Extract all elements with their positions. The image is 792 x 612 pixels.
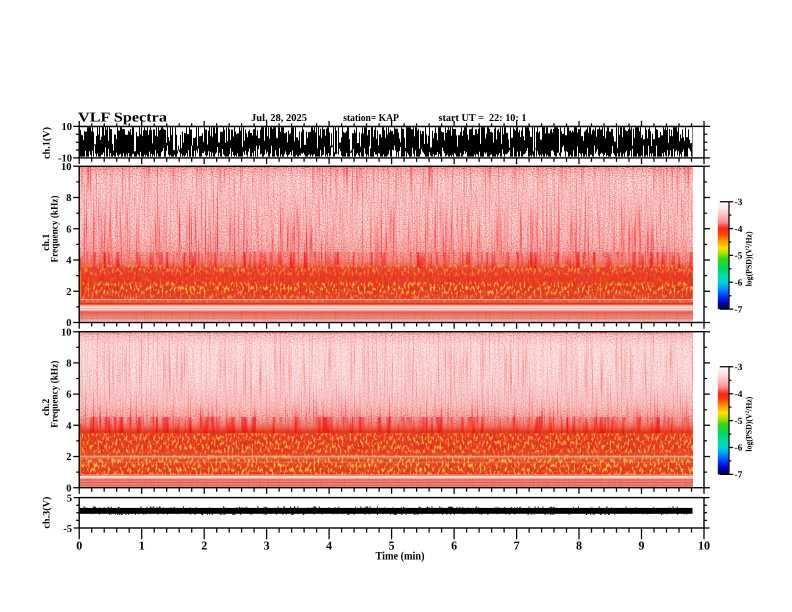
svg-text:-5: -5 bbox=[735, 417, 743, 427]
svg-text:ch.3(V): ch.3(V) bbox=[42, 497, 53, 529]
svg-text:4: 4 bbox=[326, 539, 332, 553]
svg-text:8: 8 bbox=[66, 359, 71, 370]
svg-text:8: 8 bbox=[576, 539, 582, 553]
svg-text:0: 0 bbox=[66, 483, 71, 494]
svg-text:3: 3 bbox=[264, 539, 270, 553]
svg-text:Time (min): Time (min) bbox=[376, 551, 425, 563]
svg-text:Frequency (kHz): Frequency (kHz) bbox=[50, 196, 61, 263]
svg-text:2: 2 bbox=[66, 452, 71, 463]
svg-text:Frequency (kHz): Frequency (kHz) bbox=[50, 361, 61, 428]
svg-text:VLF Spectra: VLF Spectra bbox=[78, 110, 167, 125]
svg-text:8: 8 bbox=[66, 193, 71, 204]
svg-text:-3: -3 bbox=[735, 363, 743, 373]
svg-text:4: 4 bbox=[66, 256, 72, 267]
svg-text:1: 1 bbox=[139, 539, 145, 553]
svg-text:2: 2 bbox=[66, 287, 71, 298]
svg-text:4: 4 bbox=[66, 421, 72, 432]
svg-text:-5: -5 bbox=[735, 252, 743, 262]
svg-text:5: 5 bbox=[67, 494, 72, 505]
svg-text:6: 6 bbox=[66, 224, 71, 235]
svg-text:0: 0 bbox=[66, 318, 71, 329]
svg-text:6: 6 bbox=[66, 390, 71, 401]
svg-text:7: 7 bbox=[514, 539, 520, 553]
svg-text:10: 10 bbox=[61, 162, 72, 173]
svg-text:-4: -4 bbox=[735, 225, 743, 235]
svg-text:0: 0 bbox=[76, 539, 82, 553]
svg-text:ch.1(V): ch.1(V) bbox=[42, 127, 53, 159]
svg-text:log(PSD)(V2/Hz): log(PSD)(V2/Hz) bbox=[744, 231, 754, 286]
svg-text:start UT = 22: 10: 1: start UT = 22: 10: 1 bbox=[439, 113, 527, 124]
svg-text:6: 6 bbox=[451, 539, 457, 553]
svg-text:-7: -7 bbox=[735, 305, 743, 315]
svg-text:10: 10 bbox=[698, 539, 710, 553]
svg-text:Jul. 28, 2025: Jul. 28, 2025 bbox=[251, 113, 307, 124]
svg-text:ch.1: ch.1 bbox=[41, 234, 52, 251]
svg-text:-4: -4 bbox=[735, 390, 743, 400]
svg-text:-6: -6 bbox=[735, 444, 743, 454]
svg-text:-5: -5 bbox=[63, 524, 72, 535]
svg-text:station= KAP: station= KAP bbox=[343, 113, 399, 124]
svg-text:9: 9 bbox=[639, 539, 645, 553]
svg-text:-10: -10 bbox=[58, 153, 72, 164]
svg-text:ch.2: ch.2 bbox=[41, 399, 52, 416]
svg-text:-6: -6 bbox=[735, 278, 743, 288]
svg-text:5: 5 bbox=[389, 539, 395, 553]
svg-text:log(PSD)(V2/Hz): log(PSD)(V2/Hz) bbox=[744, 396, 754, 451]
svg-text:10: 10 bbox=[62, 122, 73, 133]
svg-text:-7: -7 bbox=[735, 471, 743, 481]
svg-text:2: 2 bbox=[201, 539, 207, 553]
svg-text:-3: -3 bbox=[735, 198, 743, 208]
svg-text:10: 10 bbox=[61, 327, 72, 338]
